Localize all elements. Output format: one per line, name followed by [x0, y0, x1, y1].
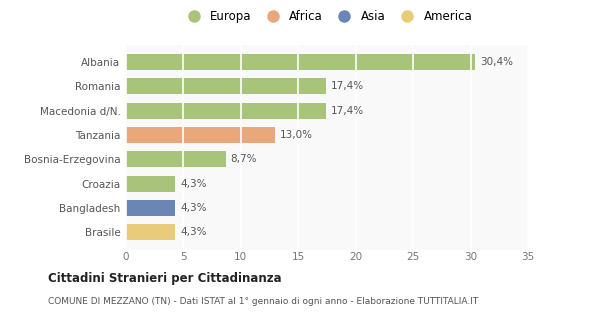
- Bar: [126, 127, 275, 143]
- Text: 30,4%: 30,4%: [480, 57, 513, 67]
- Bar: [126, 200, 175, 216]
- Text: 4,3%: 4,3%: [180, 179, 206, 189]
- Bar: [126, 176, 175, 192]
- Bar: [126, 103, 326, 119]
- Text: 17,4%: 17,4%: [331, 106, 364, 116]
- Text: 17,4%: 17,4%: [331, 81, 364, 91]
- Text: 4,3%: 4,3%: [180, 203, 206, 213]
- Text: 4,3%: 4,3%: [180, 228, 206, 237]
- Bar: [126, 78, 326, 94]
- Bar: [126, 151, 226, 167]
- Text: 8,7%: 8,7%: [230, 154, 257, 164]
- Text: COMUNE DI MEZZANO (TN) - Dati ISTAT al 1° gennaio di ogni anno - Elaborazione TU: COMUNE DI MEZZANO (TN) - Dati ISTAT al 1…: [48, 297, 478, 306]
- Bar: [126, 54, 475, 70]
- Legend: Europa, Africa, Asia, America: Europa, Africa, Asia, America: [177, 6, 477, 28]
- Bar: [126, 224, 175, 240]
- Text: 13,0%: 13,0%: [280, 130, 313, 140]
- Text: Cittadini Stranieri per Cittadinanza: Cittadini Stranieri per Cittadinanza: [48, 272, 281, 284]
